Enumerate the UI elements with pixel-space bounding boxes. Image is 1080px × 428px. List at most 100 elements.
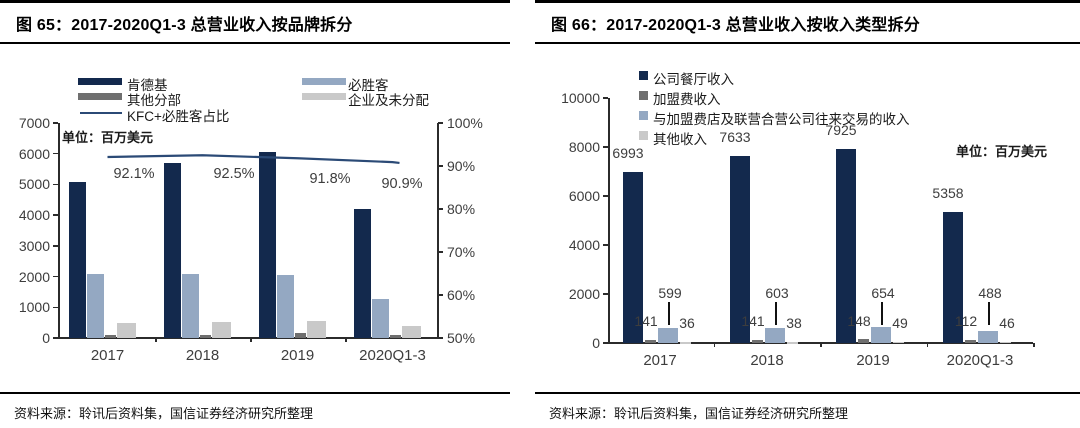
x-axis-tick [155, 338, 157, 342]
kfc-ph-ratio-legend-label: KFC+必胜客占比 [127, 109, 230, 124]
franchise-fee-value-label: 112 [954, 313, 978, 329]
other-segment-legend-swatch [78, 93, 122, 100]
y-axis-right-tick [438, 208, 443, 210]
corporate-unallocated-legend-swatch [302, 93, 346, 100]
label-leader-line [668, 302, 670, 325]
other-segment-bar-2017 [104, 334, 116, 338]
y-axis-right-line [437, 123, 439, 338]
franchise-fee-revenue-legend-label: 加盟费收入 [653, 92, 721, 107]
figure-65-chart: 0 1000 2000 3000 4000 5000 6000 7000 50% 60% 70% 80… [0, 0, 510, 428]
y-axis-right-tick [438, 337, 443, 339]
y-axis-right-tick-label: 80% [447, 201, 476, 217]
kfc-bar-2020Q1-3 [353, 209, 371, 338]
franchise-fee-value-label: 148 [847, 313, 871, 329]
y-axis-tick-label: 8000 [568, 139, 600, 155]
company-restaurant-revenue-legend-swatch [639, 71, 648, 80]
label-leader-line [775, 302, 777, 325]
y-axis-tick-label: 0 [42, 330, 50, 346]
y-axis-tick-label: 7000 [18, 115, 50, 131]
pizza-hut-legend-swatch [302, 78, 346, 85]
x-axis-category-label: 2017 [90, 347, 125, 364]
y-axis-tick [53, 306, 58, 309]
other-revenue-value-label: 38 [786, 315, 802, 331]
figure-65-title: 图 65：2017-2020Q1-3 总营业收入按品牌拆分 [0, 0, 510, 44]
y-axis-right-tick-label: 70% [447, 244, 476, 260]
x-axis-line [58, 337, 438, 339]
x-axis-category-label: 2018 [750, 352, 784, 369]
y-axis-tick [53, 337, 58, 339]
y-axis-tick-label: 1000 [18, 299, 50, 316]
franchisee-transactions-value-label: 654 [871, 285, 895, 301]
other-revenue-bar-2019 [893, 341, 904, 344]
x-axis-tick [1033, 343, 1035, 347]
y-axis-tick-label: 4000 [18, 207, 50, 224]
x-axis-category-label: 2017 [643, 352, 677, 369]
franchisee-transactions-revenue-bar-2019 [871, 326, 891, 343]
franchise-fee-revenue-bar-2017 [645, 339, 656, 343]
y-axis-tick [53, 183, 58, 186]
figure-66-chart: 0 2000 4000 6000 8000 10000 2017 2018 2019 2020Q1… [535, 0, 1080, 428]
x-axis-tick [713, 343, 715, 347]
x-axis-category-label: 2020Q1-3 [359, 347, 426, 364]
y-axis-tick [603, 244, 608, 246]
other-segment-bar-2020Q1-3 [389, 334, 401, 338]
franchisee-transactions-revenue-bar-2020Q1-3 [978, 331, 998, 343]
x-axis-category-label: 2019 [856, 352, 890, 369]
franchisee-transactions-revenue-bar-2018 [765, 328, 785, 343]
other-revenue-value-label: 46 [999, 315, 1015, 331]
unit-note: 单位：百万美元 [955, 144, 1047, 159]
kfc-bar-2017 [68, 182, 86, 338]
y-axis-right-tick-label: 50% [447, 330, 476, 346]
kfc-bar-2019 [258, 152, 276, 338]
kfc-legend-swatch [78, 78, 122, 85]
franchise-fee-revenue-legend-swatch [639, 91, 648, 100]
franchisee-transactions-value-label: 603 [765, 285, 789, 301]
x-axis-tick [820, 343, 822, 347]
y-axis-right-tick [438, 251, 443, 253]
other-revenue-legend-swatch [639, 131, 648, 140]
y-axis-tick-label: 5000 [18, 176, 50, 193]
corporate-unallocated-bar-2017 [116, 322, 136, 338]
other-revenue-legend-label: 其他收入 [653, 132, 707, 147]
other-revenue-value-label: 49 [892, 315, 908, 331]
pizza-hut-legend-label: 必胜客 [348, 78, 389, 93]
franchise-fee-revenue-bar-2019 [858, 339, 869, 343]
y-axis-right-tick [438, 165, 443, 167]
company-restaurant-revenue-bar-2019 [836, 148, 856, 343]
y-axis-tick-label: 2000 [568, 286, 600, 302]
other-revenue-bar-2020Q1-3 [1000, 341, 1011, 344]
y-axis-tick [603, 195, 608, 197]
label-leader-line [881, 302, 883, 325]
pizza-hut-bar-2018 [181, 274, 199, 338]
other-segment-bar-2018 [199, 334, 211, 338]
figure-65-source: 资料来源：聆讯后资料集，国信证券经济研究所整理 [0, 392, 510, 422]
figure-65-title-text: 图 65：2017-2020Q1-3 总营业收入按品牌拆分 [16, 16, 353, 34]
company-restaurant-revenue-bar-2020Q1-3 [943, 211, 963, 343]
x-axis-category-label: 2019 [280, 347, 315, 364]
y-axis-line [608, 98, 610, 343]
kfc-ph-ratio-legend-swatch [80, 112, 122, 115]
pizza-hut-bar-2019 [276, 275, 294, 338]
other-segment-legend-label: 其他分部 [127, 93, 181, 108]
other-revenue-value-label: 36 [679, 315, 695, 331]
y-axis-tick-label: 0 [592, 335, 600, 351]
kfc-bar-2018 [163, 163, 181, 338]
franchise-fee-value-label: 141 [634, 313, 658, 329]
franchise-fee-value-label: 141 [741, 313, 765, 329]
figure-65-panel: 图 65：2017-2020Q1-3 总营业收入按品牌拆分 0 1000 2000 3… [0, 0, 510, 428]
pizza-hut-bar-2017 [86, 274, 104, 338]
corporate-unallocated-bar-2019 [306, 321, 326, 338]
company-restaurant-revenue-bar-2018 [730, 155, 750, 343]
figure-65-source-text: 资料来源：聆讯后资料集，国信证券经济研究所整理 [14, 406, 314, 421]
figure-66-source-text: 资料来源：聆讯后资料集，国信证券经济研究所整理 [549, 406, 849, 421]
company-restaurant-value-label: 6993 [612, 144, 644, 161]
x-axis-category-label: 2018 [185, 347, 220, 364]
franchisee-transactions-value-label: 488 [978, 285, 1002, 301]
y-axis-tick [53, 152, 58, 155]
company-restaurant-revenue-bar-2017 [623, 171, 643, 343]
franchisee-transactions-value-label: 599 [658, 285, 682, 301]
y-axis-tick-label: 6000 [18, 145, 50, 162]
figure-66-title: 图 66：2017-2020Q1-3 总营业收入按收入类型拆分 [535, 0, 1080, 44]
y-axis-tick-label: 2000 [18, 268, 50, 285]
corporate-unallocated-legend-label: 企业及未分配 [348, 93, 429, 108]
